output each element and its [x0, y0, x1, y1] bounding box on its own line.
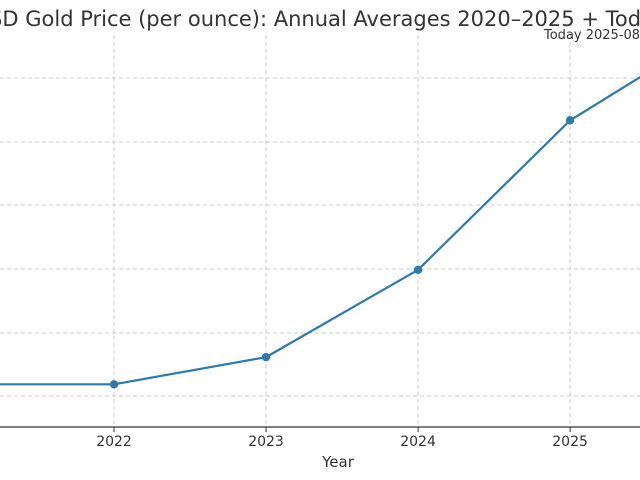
x-tick-label-2022: 2022	[96, 434, 132, 450]
grid	[0, 35, 640, 427]
data-point-0-2	[261, 352, 271, 362]
today-annotation: Today 2025-08	[543, 28, 640, 43]
series	[0, 75, 640, 389]
x-tick-label-2025: 2025	[552, 434, 588, 450]
data-point-0-1	[109, 380, 119, 389]
chart-title: USD Gold Price (per ounce): Annual Avera…	[0, 7, 640, 31]
series-line-0	[0, 75, 640, 386]
data-point-0-3	[413, 265, 423, 275]
x-tick-label-2024: 2024	[400, 434, 436, 450]
data-point-0-4	[565, 116, 575, 125]
x-axis-label: Year	[321, 453, 355, 471]
x-tick-label-2023: 2023	[248, 434, 284, 450]
x-axis-ticks: 2022 2023 2024 2025	[96, 427, 588, 450]
